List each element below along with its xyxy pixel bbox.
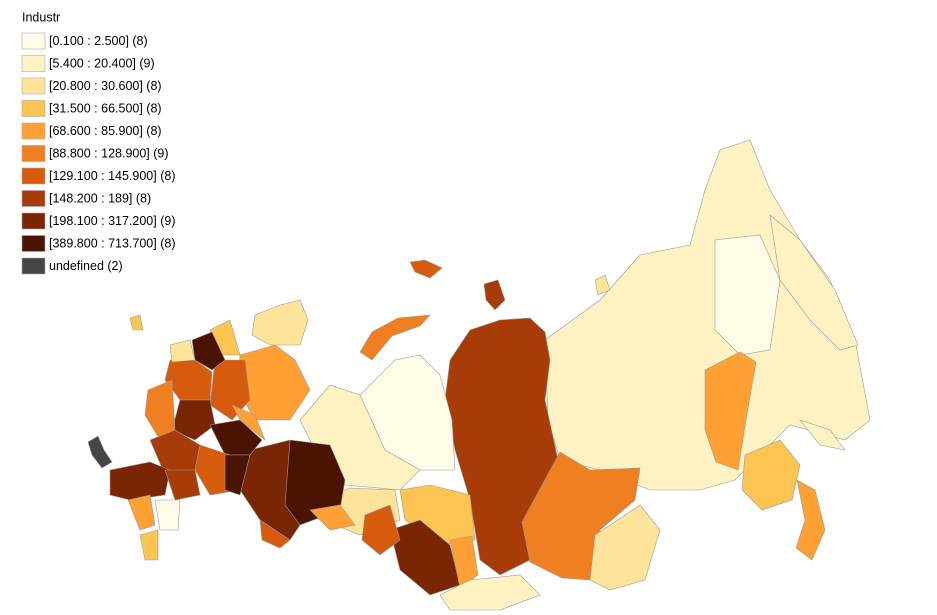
legend-label: [129.100 : 145.900] (8) <box>49 169 175 183</box>
legend-swatch <box>21 100 46 117</box>
region <box>439 574 541 611</box>
region <box>589 504 661 591</box>
legend-label: [20.800 : 30.600] (8) <box>49 79 162 93</box>
region <box>714 234 781 356</box>
map <box>87 139 871 611</box>
legend-swatch <box>21 167 46 185</box>
region <box>127 494 156 531</box>
region <box>169 339 196 363</box>
legend-swatch <box>21 55 46 72</box>
region <box>361 504 401 556</box>
region <box>239 439 301 541</box>
legend-swatch <box>21 257 46 275</box>
legend-label: [68.600 : 85.900] (8) <box>49 124 162 138</box>
legend-swatch <box>21 122 46 140</box>
region <box>741 439 801 511</box>
legend-swatch <box>21 145 46 162</box>
region <box>799 419 846 451</box>
legend-swatch <box>21 212 46 230</box>
region <box>224 454 251 496</box>
region <box>769 214 859 351</box>
region <box>795 479 826 561</box>
legend-swatch <box>21 32 46 50</box>
legend-swatch <box>21 190 46 207</box>
legend-title: Industr <box>22 10 60 24</box>
region <box>209 419 263 456</box>
legend-label: [148.200 : 189] (8) <box>49 191 151 205</box>
legend-label: [198.100 : 317.200] (9) <box>49 214 175 228</box>
region <box>129 314 144 331</box>
region <box>594 274 611 296</box>
region <box>259 519 291 549</box>
legend: Industr [0.100 : 2.500] (8) [5.400 : 20.4… <box>21 10 175 275</box>
region <box>231 404 266 441</box>
legend-label: [0.100 : 2.500] (8) <box>49 34 148 48</box>
region <box>399 484 476 546</box>
region <box>87 435 113 469</box>
region <box>483 279 506 311</box>
region <box>449 535 479 589</box>
region <box>359 314 431 361</box>
region <box>237 344 311 421</box>
legend-label: [31.500 : 66.500] (8) <box>49 101 162 115</box>
region <box>409 259 443 279</box>
region <box>154 499 181 531</box>
legend-swatch <box>21 77 46 95</box>
legend-swatch <box>21 235 46 252</box>
region <box>704 351 757 471</box>
legend-label: [5.400 : 20.400] (9) <box>49 56 155 70</box>
region <box>144 379 176 441</box>
region <box>139 529 159 561</box>
legend-label: undefined (2) <box>49 259 123 273</box>
legend-label: [88.800 : 128.900] (9) <box>49 146 169 160</box>
region <box>251 299 309 346</box>
region <box>521 451 641 581</box>
region <box>191 331 226 371</box>
region <box>109 461 171 501</box>
region <box>309 504 356 531</box>
legend-label: [389.800 : 713.700] (8) <box>49 236 175 250</box>
region <box>164 469 201 501</box>
